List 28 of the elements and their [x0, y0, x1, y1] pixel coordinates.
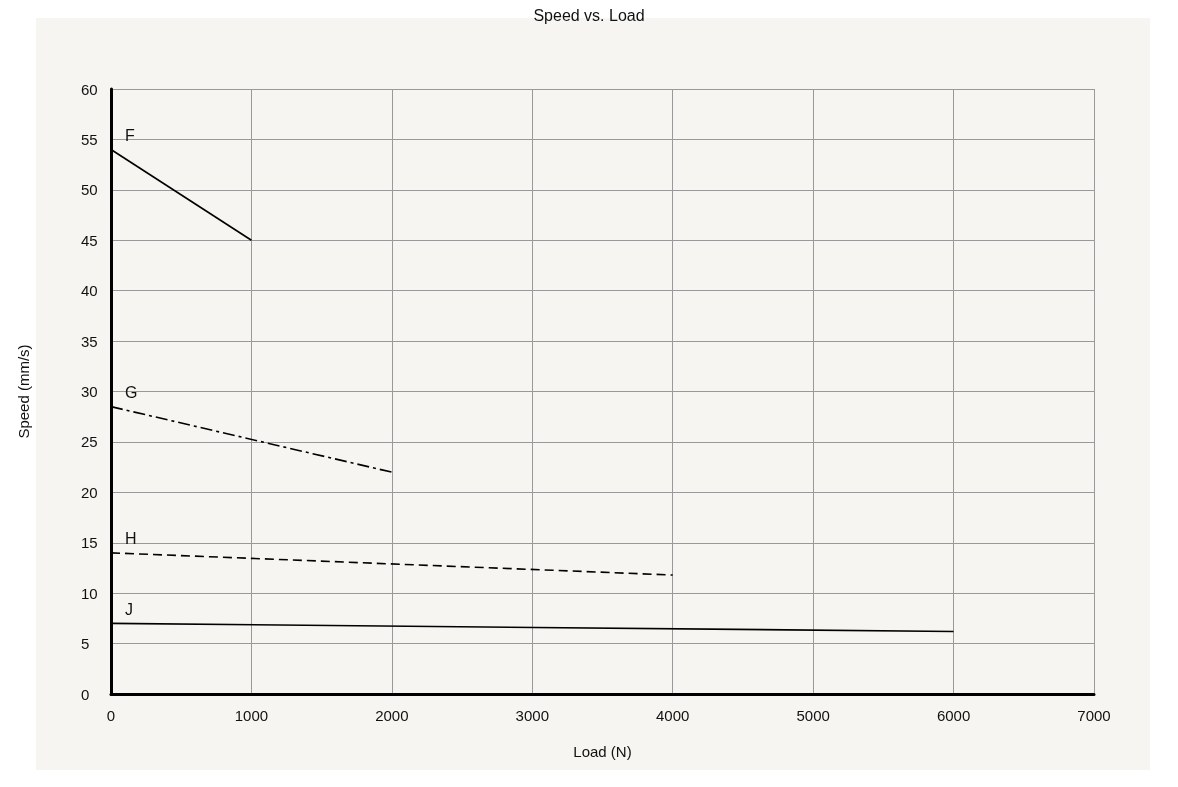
- series-label: J: [125, 600, 133, 618]
- x-tick-label: 7000: [1077, 707, 1111, 724]
- x-tick-label: 5000: [796, 707, 830, 724]
- y-tick-label: 15: [81, 534, 98, 552]
- y-tick-label: 0: [81, 685, 90, 703]
- series-label: G: [125, 384, 138, 402]
- x-tick-label: 0: [106, 707, 116, 724]
- y-tick-label: 35: [81, 332, 98, 350]
- y-tick-label: 50: [81, 181, 98, 199]
- x-tick-label: 4000: [656, 707, 690, 724]
- series-label: H: [125, 530, 137, 548]
- y-axis-title: Speed (mm/s): [15, 344, 32, 439]
- y-tick-label: 60: [81, 80, 98, 98]
- y-tick-label: 25: [81, 433, 98, 451]
- chart-title: Speed vs. Load: [533, 6, 645, 24]
- x-tick-label: 1000: [234, 707, 269, 724]
- y-tick-label: 5: [81, 635, 90, 653]
- y-tick-label: 40: [81, 282, 98, 300]
- series-label: F: [125, 127, 135, 144]
- x-axis-title: Load (N): [573, 743, 632, 760]
- y-tick-label: 45: [81, 231, 98, 249]
- y-tick-label: 30: [81, 383, 98, 400]
- x-tick-label: 2000: [375, 707, 409, 724]
- x-tick-label: 6000: [936, 707, 971, 724]
- y-tick-label: 20: [81, 483, 98, 501]
- y-tick-label: 10: [81, 584, 98, 602]
- x-tick-label: 3000: [515, 707, 549, 724]
- y-tick-label: 55: [81, 130, 98, 148]
